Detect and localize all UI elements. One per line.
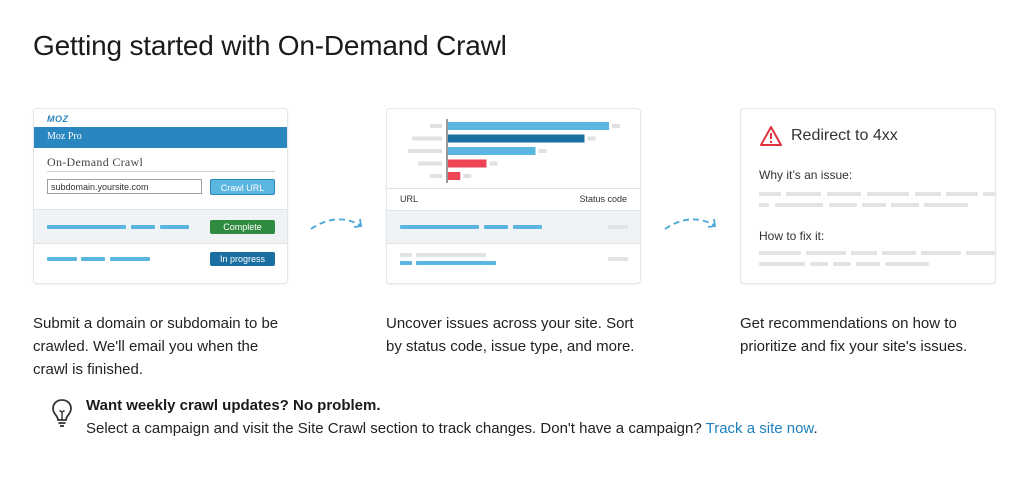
text-line	[759, 262, 805, 266]
chart-bar	[448, 159, 487, 168]
text-line	[983, 192, 995, 196]
table-row	[387, 210, 640, 244]
tip-text: Select a campaign and visit the Site Cra…	[86, 420, 818, 437]
how-label: How to fix it:	[759, 229, 825, 243]
chart-value-label	[587, 136, 596, 141]
text-line	[851, 251, 877, 255]
text-line	[924, 203, 968, 207]
heading-divider	[47, 171, 275, 172]
column-status-code[interactable]: Status code	[579, 194, 627, 204]
row-status-bar	[608, 257, 628, 261]
text-line	[882, 251, 916, 255]
product-name: Moz Pro	[47, 131, 82, 142]
text-line	[885, 262, 929, 266]
row-url-bar	[400, 261, 412, 265]
dashed-arrow-icon	[310, 218, 363, 230]
text-line	[759, 192, 781, 196]
dashed-arrow-icon	[664, 218, 717, 230]
moz-logo: MOZ	[47, 114, 69, 124]
row-url-bar	[400, 225, 479, 229]
text-line	[827, 192, 861, 196]
product-header: Moz Pro	[34, 127, 287, 148]
text-line	[867, 192, 909, 196]
status-bar-chart	[408, 119, 620, 183]
chart-value-label	[612, 124, 620, 128]
text-line	[775, 203, 823, 207]
text-line	[946, 192, 978, 196]
text-line	[921, 251, 961, 255]
text-line	[915, 192, 941, 196]
text-line	[829, 203, 857, 207]
text-line	[833, 262, 851, 266]
caption-recommendations: Get recommendations on how to prioritize…	[740, 315, 968, 355]
chart-category-label	[412, 136, 442, 141]
row-url-bar	[400, 253, 412, 257]
chart-value-label	[489, 161, 498, 166]
text-line	[862, 203, 886, 207]
row-status-bar	[608, 225, 628, 229]
text-line	[786, 192, 821, 196]
why-label: Why it’s an issue:	[759, 168, 853, 182]
chart-bar	[448, 172, 461, 180]
chart-value-label	[463, 174, 472, 178]
chart-category-label	[408, 149, 442, 153]
chart-category-label	[430, 124, 442, 128]
text-line	[806, 251, 846, 255]
text-line	[891, 203, 919, 207]
status-badge-in-progress: In progress	[210, 252, 275, 266]
step-card-uncover: URL Status code	[386, 108, 641, 284]
chart-category-label	[418, 161, 442, 166]
status-badge-complete: Complete	[210, 220, 275, 234]
row-complete: Complete	[34, 209, 287, 244]
row-url-bar	[110, 257, 150, 261]
page-title: Getting started with On-Demand Crawl	[33, 30, 507, 61]
text-line	[759, 203, 769, 207]
text-line	[759, 251, 801, 255]
tip-body: Select a campaign and visit the Site Cra…	[86, 420, 702, 437]
crawl-url-button[interactable]: Crawl URL	[210, 179, 275, 195]
row-url-bar	[160, 225, 189, 229]
tip-title: Want weekly crawl updates? No problem.	[86, 397, 381, 414]
text-line	[966, 251, 995, 255]
row-url-bar	[416, 261, 496, 265]
issue-heading: Redirect to 4xx	[791, 127, 898, 144]
step-card-recommendations: Redirect to 4xx Why it’s an issue: How t…	[740, 108, 996, 284]
warning-icon	[760, 126, 782, 146]
text-line	[856, 262, 880, 266]
row-url-bar	[81, 257, 105, 261]
chart-bar	[448, 147, 536, 155]
caption-submit: Submit a domain or subdomain to be crawl…	[33, 315, 279, 378]
chart-bar	[448, 122, 609, 130]
caption-uncover: Uncover issues across your site. Sort by…	[386, 315, 635, 355]
card-heading: On-Demand Crawl	[47, 155, 144, 169]
table-header: URL Status code	[387, 188, 640, 211]
lightbulb-icon	[52, 399, 72, 427]
row-url-bar	[131, 225, 155, 229]
row-url-bar	[484, 225, 508, 229]
chart-category-label	[430, 174, 442, 178]
row-url-bar	[47, 257, 77, 261]
row-url-bar	[416, 253, 486, 257]
row-url-bar	[513, 225, 542, 229]
step-card-submit: MOZ Moz Pro On-Demand Crawl subdomain.yo…	[33, 108, 288, 284]
chart-bar	[448, 134, 585, 143]
column-url[interactable]: URL	[400, 194, 419, 204]
row-url-bar	[47, 225, 126, 229]
chart-value-label	[538, 149, 547, 153]
track-site-link[interactable]: Track a site now	[705, 420, 814, 437]
tip-suffix: .	[813, 420, 818, 437]
url-input[interactable]: subdomain.yoursite.com	[47, 179, 202, 194]
text-line	[810, 262, 828, 266]
